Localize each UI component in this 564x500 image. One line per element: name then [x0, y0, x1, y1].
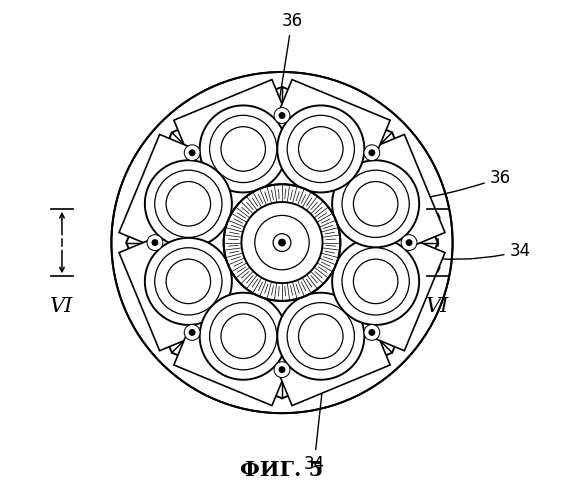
Circle shape: [210, 116, 277, 182]
Polygon shape: [126, 87, 438, 398]
Circle shape: [166, 182, 210, 226]
Circle shape: [152, 239, 158, 246]
Text: 36: 36: [217, 169, 511, 206]
Circle shape: [332, 238, 419, 325]
Circle shape: [210, 302, 277, 370]
Circle shape: [287, 302, 354, 370]
Circle shape: [112, 72, 452, 413]
Circle shape: [287, 116, 354, 182]
Circle shape: [155, 248, 222, 315]
Circle shape: [342, 170, 409, 237]
Circle shape: [332, 160, 419, 248]
Circle shape: [278, 238, 286, 246]
Circle shape: [279, 366, 285, 373]
Circle shape: [274, 362, 290, 378]
Circle shape: [342, 248, 409, 315]
Polygon shape: [174, 80, 312, 218]
Circle shape: [354, 259, 398, 304]
Circle shape: [368, 329, 375, 336]
Polygon shape: [252, 267, 390, 406]
Circle shape: [273, 234, 291, 252]
Polygon shape: [119, 134, 258, 273]
Circle shape: [189, 329, 196, 336]
Circle shape: [368, 150, 375, 156]
Circle shape: [145, 238, 232, 325]
Polygon shape: [306, 212, 445, 350]
Polygon shape: [119, 212, 258, 350]
Polygon shape: [174, 267, 312, 406]
Circle shape: [279, 112, 285, 119]
Circle shape: [277, 292, 364, 380]
Circle shape: [255, 216, 309, 270]
Circle shape: [200, 292, 287, 380]
Text: 34: 34: [303, 360, 325, 473]
Circle shape: [224, 184, 340, 301]
Text: 34: 34: [332, 226, 531, 260]
Circle shape: [184, 324, 200, 340]
Circle shape: [277, 106, 364, 192]
Circle shape: [221, 314, 266, 358]
Circle shape: [241, 202, 323, 283]
Circle shape: [184, 145, 200, 160]
Polygon shape: [306, 134, 445, 273]
Circle shape: [298, 126, 343, 171]
Circle shape: [189, 150, 196, 156]
Circle shape: [166, 259, 210, 304]
Circle shape: [221, 126, 266, 171]
Circle shape: [354, 182, 398, 226]
Circle shape: [155, 170, 222, 237]
Circle shape: [364, 145, 380, 160]
Circle shape: [401, 234, 417, 250]
Polygon shape: [252, 80, 390, 218]
Circle shape: [145, 160, 232, 248]
Text: ФИГ. 5: ФИГ. 5: [240, 460, 324, 480]
Text: VI: VI: [50, 297, 74, 316]
Circle shape: [364, 324, 380, 340]
Circle shape: [298, 314, 343, 358]
Circle shape: [406, 239, 412, 246]
Circle shape: [147, 234, 163, 250]
Text: 36: 36: [277, 12, 302, 112]
Circle shape: [200, 106, 287, 192]
Circle shape: [274, 108, 290, 124]
Text: VI: VI: [426, 297, 450, 316]
